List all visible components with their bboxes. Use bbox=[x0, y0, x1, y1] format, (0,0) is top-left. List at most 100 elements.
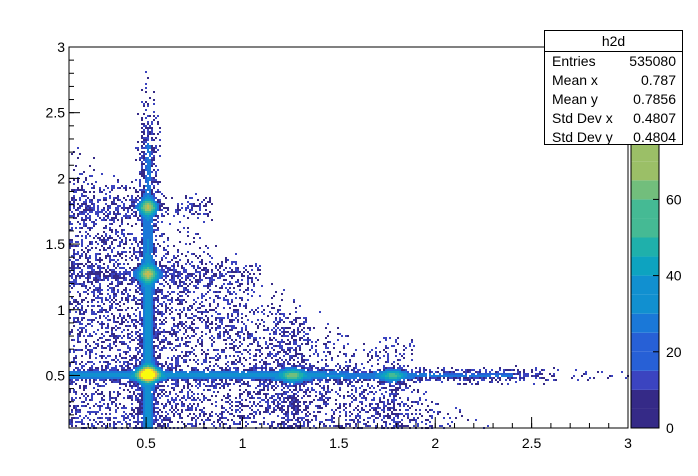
density-cell bbox=[113, 397, 115, 399]
density-cell bbox=[151, 157, 153, 159]
density-cell bbox=[145, 365, 147, 367]
density-cell bbox=[77, 377, 79, 379]
density-cell bbox=[71, 421, 73, 423]
density-cell bbox=[275, 383, 277, 385]
density-cell bbox=[277, 377, 279, 379]
density-cell bbox=[271, 421, 273, 423]
density-cell bbox=[145, 349, 147, 351]
density-cell bbox=[169, 371, 171, 373]
density-cell bbox=[97, 385, 99, 387]
density-cell bbox=[243, 417, 245, 419]
density-cell bbox=[145, 165, 147, 167]
density-cell bbox=[75, 383, 77, 385]
density-cell bbox=[93, 363, 95, 365]
density-cell bbox=[69, 275, 71, 277]
density-cell bbox=[129, 397, 131, 399]
density-cell bbox=[151, 145, 153, 147]
density-cell bbox=[73, 371, 75, 373]
density-cell bbox=[207, 201, 209, 203]
density-cell bbox=[149, 393, 151, 395]
density-cell bbox=[107, 247, 109, 249]
density-cell bbox=[169, 367, 171, 369]
density-cell bbox=[161, 259, 163, 261]
density-cell bbox=[103, 303, 105, 305]
density-cell bbox=[155, 361, 157, 363]
density-cell bbox=[113, 369, 115, 371]
density-cell bbox=[147, 397, 149, 399]
density-cell bbox=[275, 381, 277, 383]
density-cell bbox=[87, 261, 89, 263]
density-cell bbox=[97, 329, 99, 331]
density-cell bbox=[153, 281, 155, 283]
density-cell bbox=[151, 195, 153, 197]
density-cell bbox=[135, 297, 137, 299]
density-cell bbox=[75, 301, 77, 303]
density-cell bbox=[155, 417, 157, 419]
density-cell bbox=[115, 307, 117, 309]
density-cell bbox=[115, 295, 117, 297]
density-cell bbox=[151, 255, 153, 257]
density-cell bbox=[135, 413, 137, 415]
density-cell bbox=[193, 241, 195, 243]
density-cell bbox=[157, 299, 159, 301]
density-cell bbox=[115, 377, 117, 379]
density-cell bbox=[151, 235, 153, 237]
density-cell bbox=[75, 397, 77, 399]
density-cell bbox=[163, 249, 165, 251]
density-cell bbox=[147, 333, 149, 335]
density-cell bbox=[149, 221, 151, 223]
density-cell bbox=[249, 349, 251, 351]
density-cell bbox=[275, 359, 277, 361]
density-cell bbox=[121, 375, 123, 377]
density-cell bbox=[101, 239, 103, 241]
density-cell bbox=[83, 171, 85, 173]
density-cell bbox=[155, 249, 157, 251]
density-cell bbox=[123, 317, 125, 319]
density-cell bbox=[211, 315, 213, 317]
density-cell bbox=[167, 271, 169, 273]
density-cell bbox=[277, 397, 279, 399]
density-cell bbox=[113, 287, 115, 289]
density-cell bbox=[237, 285, 239, 287]
density-cell bbox=[149, 319, 151, 321]
density-cell bbox=[155, 385, 157, 387]
density-cell bbox=[273, 333, 275, 335]
density-cell bbox=[139, 317, 141, 319]
density-cell bbox=[145, 375, 147, 377]
density-cell bbox=[217, 375, 219, 377]
density-cell bbox=[123, 289, 125, 291]
density-cell bbox=[207, 287, 209, 289]
density-cell bbox=[113, 319, 115, 321]
density-cell bbox=[253, 377, 255, 379]
density-cell bbox=[275, 405, 277, 407]
density-cell bbox=[109, 407, 111, 409]
density-cell bbox=[171, 301, 173, 303]
density-cell bbox=[209, 357, 211, 359]
density-cell bbox=[153, 91, 155, 93]
density-cell bbox=[135, 337, 137, 339]
density-cell bbox=[141, 339, 143, 341]
density-cell bbox=[101, 209, 103, 211]
density-cell bbox=[239, 335, 241, 337]
density-cell bbox=[163, 279, 165, 281]
density-cell bbox=[95, 275, 97, 277]
density-cell bbox=[155, 171, 157, 173]
density-cell bbox=[103, 217, 105, 219]
density-cell bbox=[129, 341, 131, 343]
density-cell bbox=[155, 365, 157, 367]
density-cell bbox=[181, 369, 183, 371]
density-cell bbox=[275, 399, 277, 401]
density-cell bbox=[131, 403, 133, 405]
density-cell bbox=[109, 301, 111, 303]
density-cell bbox=[129, 247, 131, 249]
density-cell bbox=[73, 407, 75, 409]
density-cell bbox=[203, 205, 205, 207]
density-cell bbox=[261, 359, 263, 361]
density-cell bbox=[159, 145, 161, 147]
density-cell bbox=[109, 377, 111, 379]
density-cell bbox=[271, 283, 273, 285]
density-cell bbox=[117, 395, 119, 397]
density-cell bbox=[135, 377, 137, 379]
density-cell bbox=[147, 169, 149, 171]
density-cell bbox=[179, 279, 181, 281]
